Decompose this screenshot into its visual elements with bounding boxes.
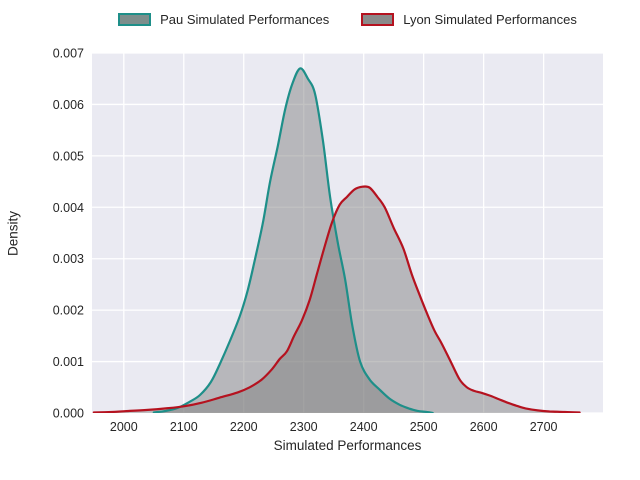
y-tick-label: 0.000: [53, 407, 84, 421]
y-axis-title: Density: [5, 211, 21, 257]
x-tick-label: 2200: [230, 420, 258, 434]
y-tick-label: 0.007: [53, 47, 84, 61]
y-tick-label: 0.006: [53, 98, 84, 112]
pau-density-fill: [153, 68, 433, 413]
x-tick-label: 2400: [350, 420, 378, 434]
x-tick-label: 2700: [530, 420, 558, 434]
y-tick-label: 0.001: [53, 355, 84, 369]
y-tick-label: 0.004: [53, 201, 84, 215]
lyon-legend-label: Lyon Simulated Performances: [403, 12, 577, 27]
lyon-density-fill: [93, 186, 580, 413]
lyon-swatch-icon: [361, 13, 395, 26]
legend-item-pau: Pau Simulated Performances: [118, 12, 329, 27]
x-tick-label: 2000: [110, 420, 138, 434]
legend-item-lyon: Lyon Simulated Performances: [361, 12, 577, 27]
plot-background: [92, 53, 603, 413]
x-tick-label: 2500: [410, 420, 438, 434]
x-axis-title: Simulated Performances: [273, 438, 422, 453]
lyon-density-line: [92, 185, 581, 413]
y-tick-label: 0.003: [53, 252, 84, 266]
y-tick-label: 0.002: [53, 304, 84, 318]
x-tick-label: 2300: [290, 420, 318, 434]
x-tick-label: 2600: [470, 420, 498, 434]
pau-density-line: [152, 67, 434, 413]
x-tick-label: 2100: [170, 420, 198, 434]
pau-legend-label: Pau Simulated Performances: [160, 12, 330, 27]
y-tick-label: 0.005: [53, 149, 84, 163]
pau-swatch-icon: [118, 13, 152, 26]
legend: Pau Simulated Performances Lyon Simulate…: [92, 12, 603, 27]
